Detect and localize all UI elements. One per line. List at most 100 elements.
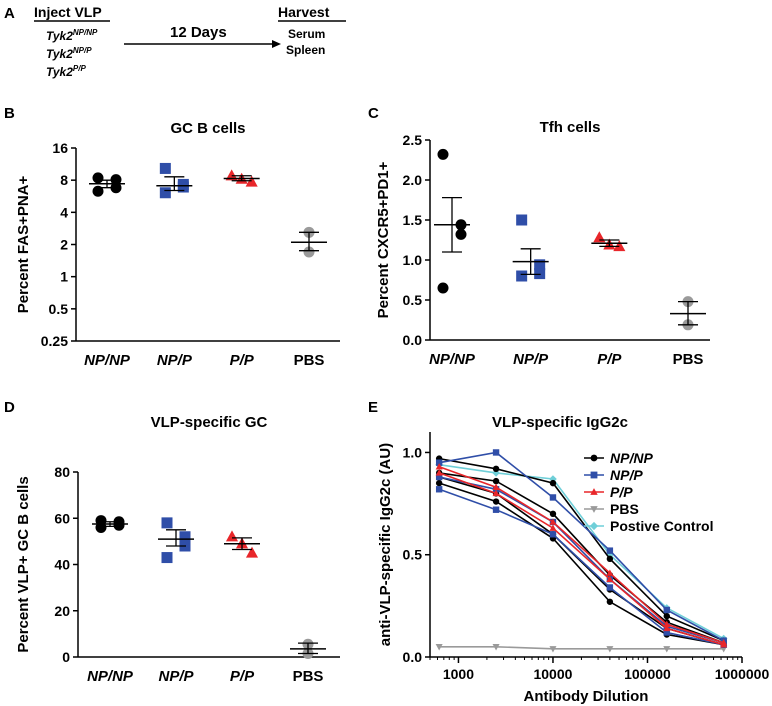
series-point	[435, 644, 443, 651]
x-category-label: P/P	[230, 668, 255, 685]
x-category-label: NP/NP	[87, 668, 134, 685]
legend-label: PBS	[610, 501, 639, 517]
data-point	[534, 259, 546, 271]
x-category-label: PBS	[293, 668, 324, 685]
x-category-label: NP/NP	[429, 351, 476, 368]
series-point	[492, 449, 500, 456]
series-point	[492, 483, 500, 490]
series-point	[663, 624, 671, 632]
data-point	[159, 162, 171, 174]
y-tick-label: 0.0	[403, 649, 423, 665]
series-line	[439, 645, 724, 650]
days-label: 12 Days	[170, 24, 227, 41]
series-point	[606, 575, 614, 582]
y-axis-label: anti-VLP-specific IgG2c (AU)	[377, 443, 394, 646]
data-point	[161, 552, 173, 564]
series-point	[663, 620, 671, 627]
series-point	[606, 598, 614, 605]
series-point	[606, 555, 614, 563]
series-point	[549, 510, 557, 518]
panel-a-label: A	[4, 5, 15, 22]
series-point	[492, 465, 500, 473]
series-point	[663, 629, 670, 636]
series-point	[549, 479, 557, 487]
legend-label: P/P	[610, 484, 633, 500]
data-point	[92, 185, 104, 197]
x-tick-label: 10000	[533, 666, 572, 682]
data-point	[92, 172, 104, 184]
series-point	[663, 612, 670, 620]
legend-label: NP/P	[610, 467, 643, 483]
data-point	[613, 240, 626, 252]
tissue-spleen: Spleen	[286, 43, 325, 57]
y-tick-label: 2.0	[403, 172, 423, 188]
data-point	[161, 517, 173, 529]
legend-marker	[590, 471, 598, 479]
data-point	[437, 148, 449, 160]
x-category-label: P/P	[230, 352, 255, 369]
series-point	[549, 524, 557, 531]
x-category-label: NP/P	[157, 352, 193, 369]
data-point	[179, 531, 191, 543]
y-tick-label: 16	[52, 140, 68, 156]
x-category-label: NP/NP	[84, 352, 131, 369]
series-point	[492, 469, 500, 477]
series-point	[549, 494, 557, 501]
data-point	[225, 530, 239, 542]
panel-e-label: E	[368, 399, 378, 416]
series-point	[435, 473, 443, 481]
series-point	[435, 486, 443, 493]
series-line	[438, 488, 724, 646]
y-axis-label: Percent CXCR5+PD1+	[375, 161, 392, 318]
series-point	[663, 646, 671, 653]
series-point	[492, 506, 500, 513]
series-line	[439, 472, 724, 644]
chart-title: GC B cells	[170, 120, 245, 137]
x-tick-label: 100000	[624, 666, 671, 682]
genotype-2: Tyk2NP/P	[46, 46, 92, 61]
series-point	[435, 479, 443, 487]
series-point	[606, 547, 614, 554]
series-point	[492, 644, 500, 651]
y-tick-label: 0.5	[403, 547, 423, 563]
chart-vlp-specific-igg2c: VLP-specific IgG2c Antibody Dilution anti-…	[377, 414, 769, 705]
legend-marker	[590, 488, 598, 495]
y-tick-label: 1.5	[403, 212, 423, 228]
series-line	[438, 466, 724, 644]
legend-marker	[589, 521, 599, 531]
x-category-label: P/P	[597, 351, 622, 368]
series-line	[439, 476, 724, 644]
series-point	[435, 469, 443, 476]
y-tick-label: 80	[54, 464, 70, 480]
tissue-serum: Serum	[288, 27, 325, 41]
series-point	[720, 641, 728, 648]
y-tick-label: 60	[54, 510, 70, 526]
genotype-3: Tyk2P/P	[46, 64, 86, 79]
y-tick-label: 0.0	[403, 332, 423, 348]
y-tick-label: 8	[60, 172, 68, 188]
series-point	[492, 477, 500, 485]
x-category-label: PBS	[673, 351, 704, 368]
legend-label: NP/NP	[610, 450, 653, 466]
chart-tfh-cells: Tfh cells Percent CXCR5+PD1+ 0.0 0.5 1.0 1.5 2…	[375, 119, 710, 368]
series-line	[439, 457, 725, 642]
x-tick-label: 1000	[443, 666, 474, 682]
chart-title: Tfh cells	[540, 119, 601, 136]
x-category-label: NP/P	[158, 668, 194, 685]
y-axis-label: Percent VLP+ GC B cells	[15, 476, 32, 652]
y-tick-label: 0.5	[403, 292, 423, 308]
y-tick-label: 4	[60, 204, 68, 220]
y-tick-label: 2	[60, 237, 68, 253]
y-tick-label: 0	[62, 649, 70, 665]
data-point	[516, 214, 528, 226]
data-point	[437, 282, 449, 294]
data-point	[113, 519, 125, 531]
legend-label: Postive Control	[610, 518, 713, 534]
y-tick-label: 2.5	[403, 132, 423, 148]
y-tick-label: 0.5	[49, 301, 69, 317]
genotype-1: Tyk2NP/NP	[46, 28, 98, 43]
y-tick-label: 20	[54, 603, 70, 619]
x-category-label: NP/P	[513, 351, 549, 368]
panel-c-label: C	[368, 105, 379, 122]
inject-label: Inject VLP	[34, 4, 102, 20]
